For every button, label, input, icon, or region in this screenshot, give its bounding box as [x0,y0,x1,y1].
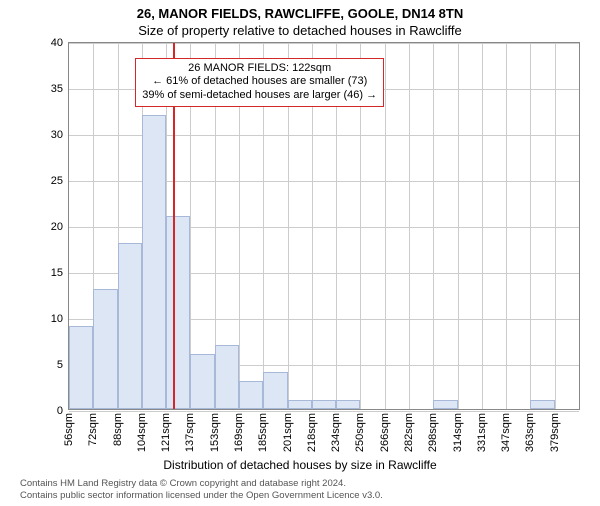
gridline-v [530,43,531,409]
footer-line-2: Contains public sector information licen… [20,490,580,502]
x-tick-label: 331sqm [476,413,488,452]
x-tick-label: 282sqm [403,413,415,452]
gridline-h [69,43,579,44]
x-tick-label: 88sqm [112,413,124,446]
gridline-v [555,43,556,409]
page-title: 26, MANOR FIELDS, RAWCLIFFE, GOOLE, DN14… [0,6,600,21]
footer-line-1: Contains HM Land Registry data © Crown c… [20,478,580,490]
page-subtitle: Size of property relative to detached ho… [0,23,600,38]
gridline-v [385,43,386,409]
plot-box: 051015202530354056sqm72sqm88sqm104sqm121… [68,42,580,410]
x-tick-label: 218sqm [306,413,318,452]
gridline-v [458,43,459,409]
histogram-bar [288,400,312,409]
histogram-bar [530,400,554,409]
histogram-bar [166,216,190,409]
chart-plot-area: 051015202530354056sqm72sqm88sqm104sqm121… [68,42,580,410]
x-tick-label: 153sqm [209,413,221,452]
annotation-line: 39% of semi-detached houses are larger (… [142,89,377,103]
histogram-bar [215,345,239,409]
x-tick-label: 72sqm [87,413,99,446]
y-tick-label: 40 [51,37,63,49]
x-axis-label: Distribution of detached houses by size … [0,458,600,472]
gridline-v [482,43,483,409]
y-tick-label: 25 [51,175,63,187]
x-tick-label: 185sqm [257,413,269,452]
x-tick-label: 379sqm [549,413,561,452]
x-tick-label: 104sqm [136,413,148,452]
y-tick-label: 35 [51,83,63,95]
gridline-v [409,43,410,409]
histogram-bar [190,354,214,409]
gridline-h [69,411,579,412]
x-tick-label: 137sqm [184,413,196,452]
histogram-bar [433,400,457,409]
footer-attribution: Contains HM Land Registry data © Crown c… [20,478,580,503]
histogram-bar [336,400,360,409]
x-tick-label: 298sqm [427,413,439,452]
x-tick-label: 56sqm [63,413,75,446]
x-tick-label: 347sqm [500,413,512,452]
histogram-bar [93,289,117,409]
histogram-bar [239,381,263,409]
x-tick-label: 201sqm [282,413,294,452]
x-tick-label: 250sqm [354,413,366,452]
histogram-bar [142,115,166,409]
annotation-box: 26 MANOR FIELDS: 122sqm← 61% of detached… [135,58,384,107]
histogram-bar [263,372,287,409]
x-tick-label: 266sqm [379,413,391,452]
x-tick-label: 314sqm [452,413,464,452]
histogram-bar [69,326,93,409]
x-tick-label: 234sqm [330,413,342,452]
y-tick-label: 20 [51,221,63,233]
x-tick-label: 169sqm [233,413,245,452]
histogram-bar [118,243,142,409]
gridline-v [433,43,434,409]
y-tick-label: 15 [51,267,63,279]
annotation-line: 26 MANOR FIELDS: 122sqm [142,62,377,76]
y-tick-label: 5 [57,359,63,371]
y-tick-label: 10 [51,313,63,325]
x-tick-label: 363sqm [524,413,536,452]
x-tick-label: 121sqm [160,413,172,452]
annotation-line: ← 61% of detached houses are smaller (73… [142,75,377,89]
y-tick-label: 30 [51,129,63,141]
gridline-v [506,43,507,409]
histogram-bar [312,400,336,409]
